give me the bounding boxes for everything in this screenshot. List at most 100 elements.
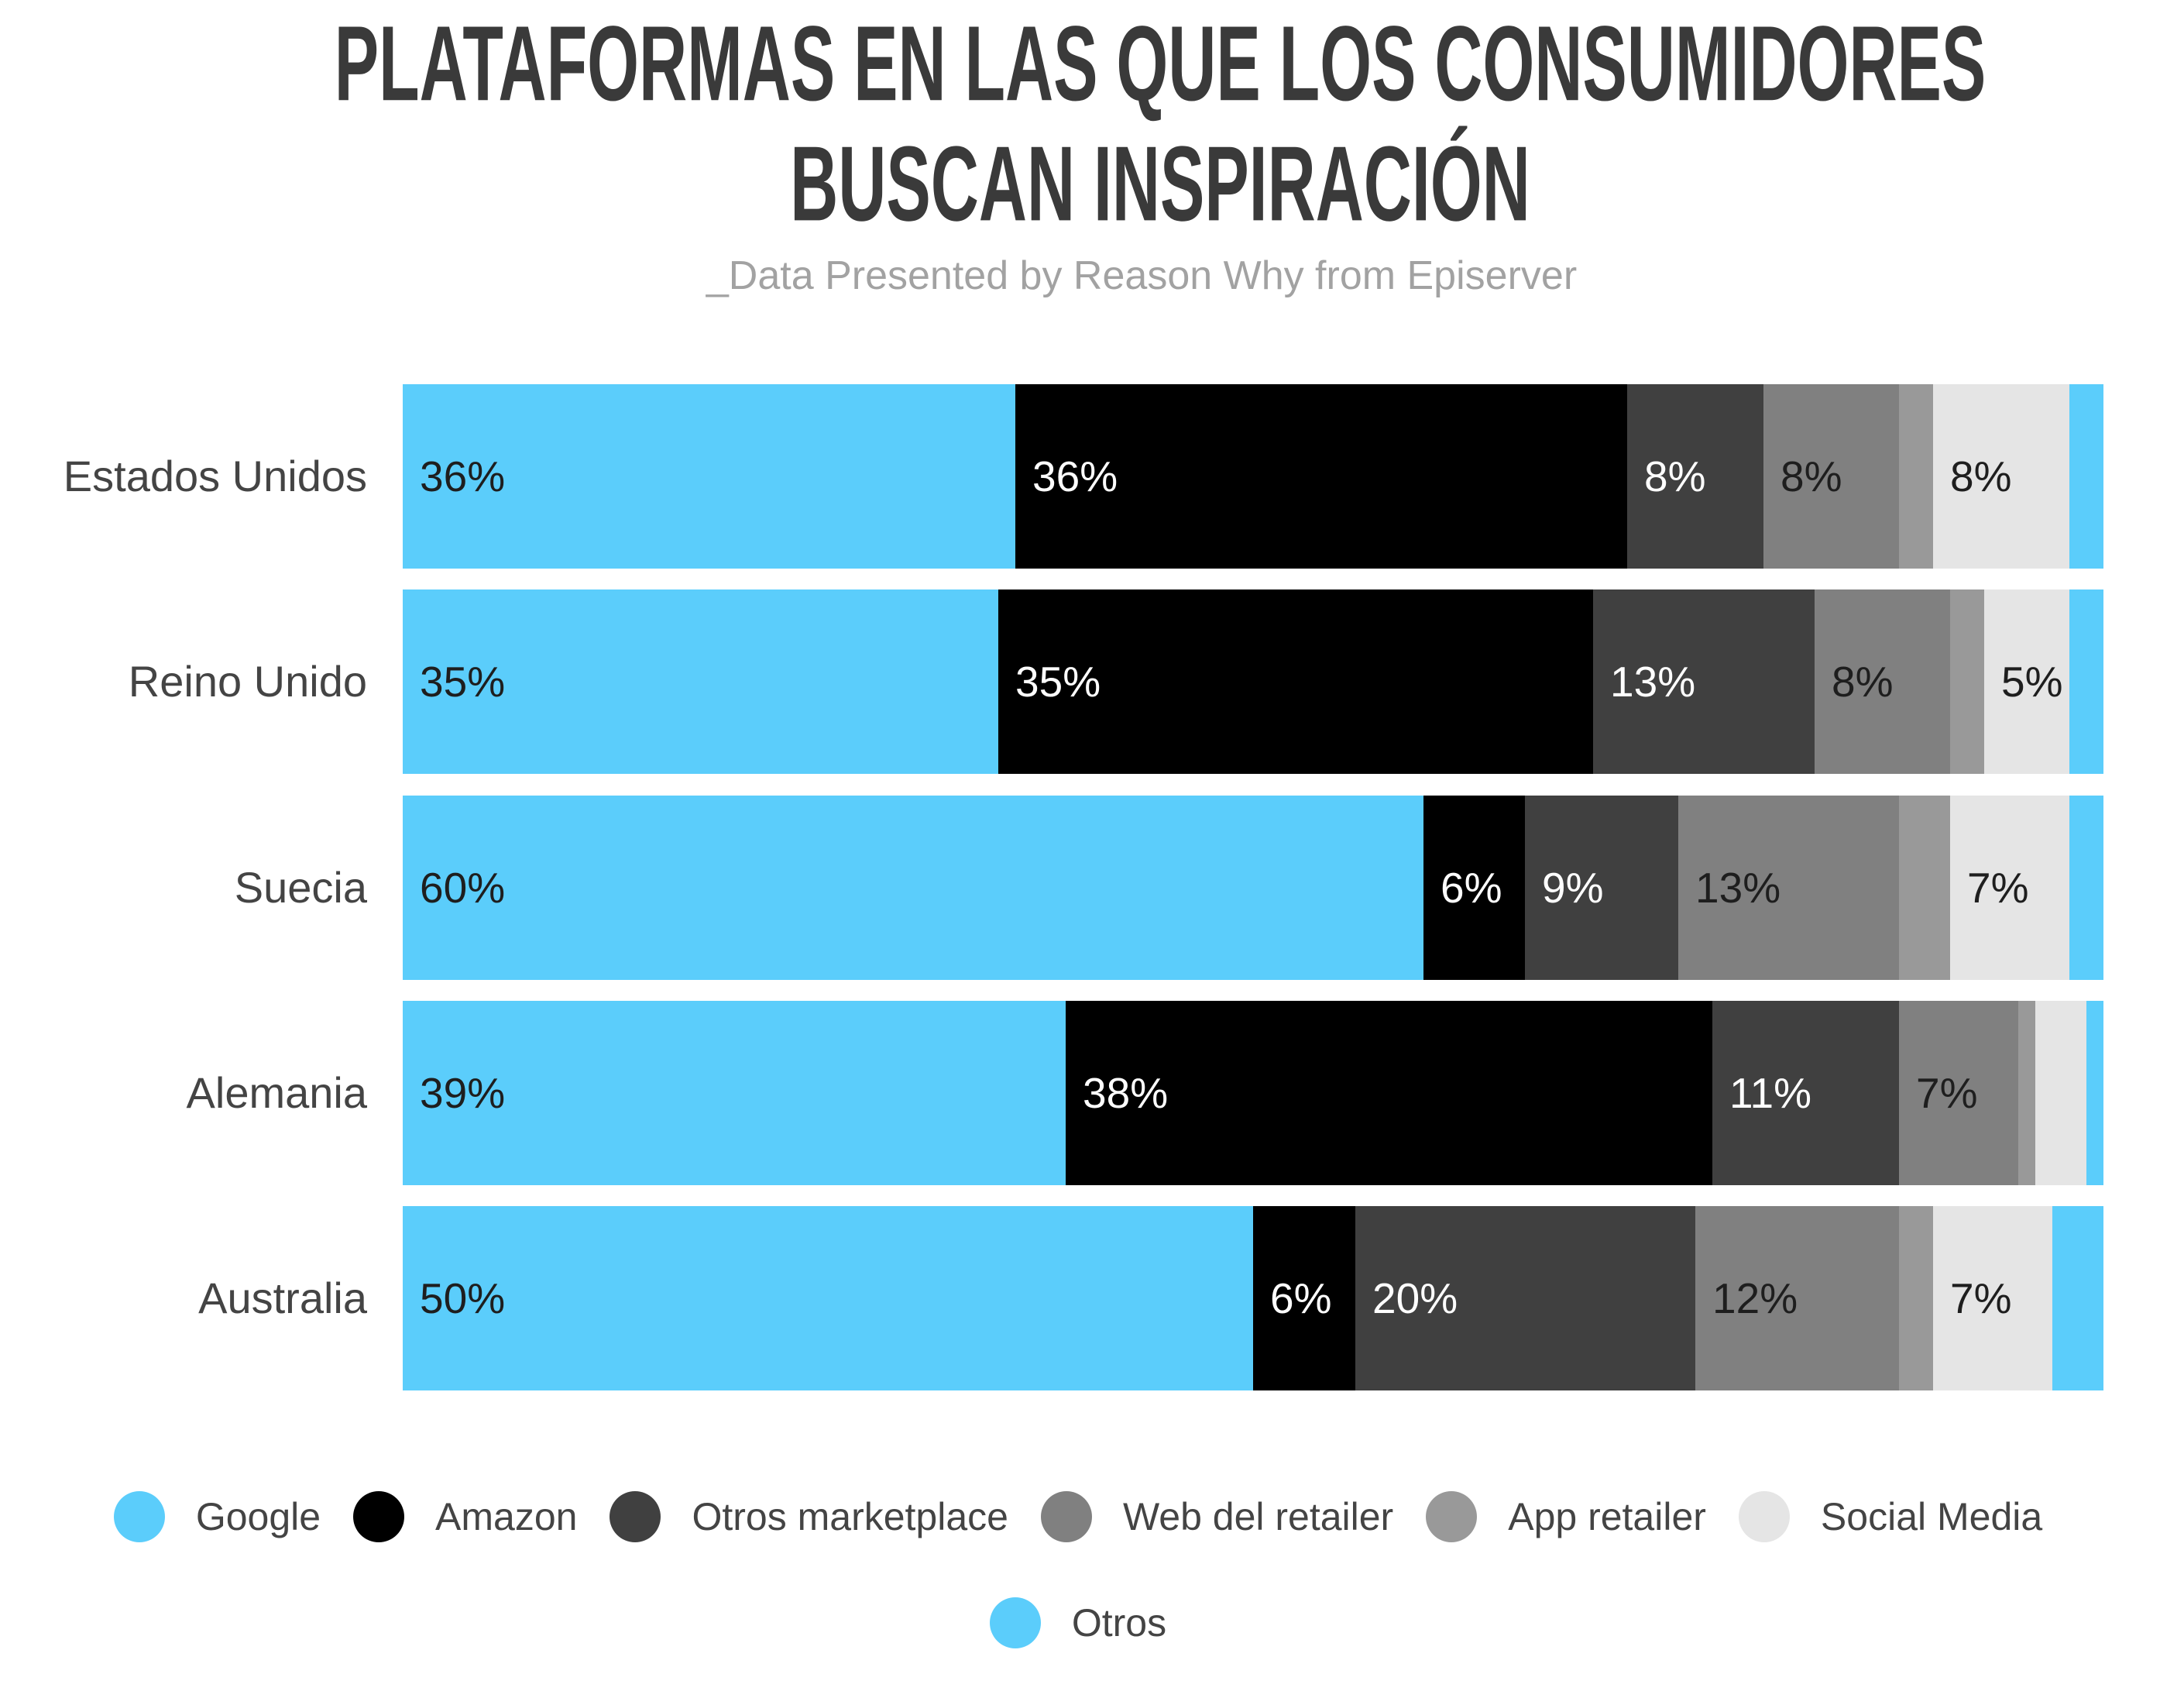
legend-item-amazon: Amazon (353, 1491, 577, 1542)
legend-label: App retailer (1508, 1495, 1706, 1538)
bar-segment-app-retailer (1899, 384, 1933, 569)
data-label: 13% (1695, 796, 1781, 980)
bar-segment-google: 60% (403, 796, 1423, 980)
bar-segment-otros (2069, 384, 2103, 569)
data-label-suffix: % (1293, 1274, 1332, 1322)
legend-label: Web del retailer (1122, 1495, 1394, 1538)
legend-label: Social Media (1820, 1495, 2043, 1538)
bar-segment-app-retailer (1899, 1206, 1933, 1390)
bar-row: 60% 6% 9% 13% 7% (403, 796, 2103, 980)
bar-segment-otros (2086, 1001, 2103, 1185)
bar-segment-otros (2069, 796, 2103, 980)
data-label-suffix: % (1939, 1069, 1978, 1117)
data-label: 60% (420, 796, 505, 980)
data-label-suffix: % (1657, 658, 1696, 706)
data-label-suffix: % (467, 1069, 506, 1117)
data-label-value: 36 (1032, 452, 1080, 500)
data-label-value: 9 (1542, 864, 1566, 912)
category-label: Estados Unidos (63, 452, 367, 500)
data-label-value: 38 (1083, 1069, 1131, 1117)
data-label-value: 5 (2001, 658, 2025, 706)
legend-item-web-del-retailer: Web del retailer (1040, 1491, 1394, 1542)
data-label: 20% (1372, 1206, 1458, 1390)
data-label-suffix: % (1565, 864, 1604, 912)
bar-segment-app-retailer (2018, 1001, 2035, 1185)
data-label: 6% (1441, 796, 1502, 980)
data-label-suffix: % (1667, 452, 1706, 500)
data-label: 5% (2001, 589, 2063, 774)
data-label-value: 36 (420, 452, 468, 500)
data-label-suffix: % (1973, 452, 2012, 500)
data-label-value: 8 (1832, 658, 1856, 706)
data-label-value: 39 (420, 1069, 468, 1117)
data-label: 35% (1015, 589, 1101, 774)
legend-item-otros: Otros (989, 1597, 1166, 1648)
data-label-value: 13 (1695, 864, 1743, 912)
legend-item-google: Google (113, 1491, 321, 1542)
data-label-value: 35 (420, 658, 468, 706)
data-label-suffix: % (1804, 452, 1842, 500)
data-label-suffix: % (1760, 1274, 1798, 1322)
data-label-suffix: % (1063, 658, 1101, 706)
bar-segment-web-del-retailer: 13% (1678, 796, 1899, 980)
bar-segment-web-del-retailer: 7% (1899, 1001, 2018, 1185)
legend-item-app-retailer: App retailer (1426, 1491, 1706, 1542)
data-label-value: 60 (420, 864, 468, 912)
legend-marker (610, 1491, 661, 1542)
legend-label: Otros marketplace (692, 1495, 1008, 1538)
data-label-value: 7 (1967, 864, 1991, 912)
data-label-suffix: % (2024, 658, 2063, 706)
legend-row: Otros (0, 1592, 2156, 1654)
data-label: 6% (1270, 1206, 1332, 1390)
bar-segment-otros (2052, 1206, 2103, 1390)
data-label: 39% (420, 1001, 505, 1185)
data-label-suffix: % (467, 1274, 506, 1322)
data-label-value: 11 (1729, 1069, 1774, 1117)
bar-segment-web-del-retailer: 8% (1815, 589, 1950, 774)
data-label-suffix: % (1130, 1069, 1169, 1117)
data-label: 12% (1712, 1206, 1798, 1390)
bar-segment-web-del-retailer: 8% (1763, 384, 1899, 569)
legend-label: Amazon (435, 1495, 578, 1538)
legend-marker (353, 1491, 405, 1542)
category-label: Australia (198, 1274, 367, 1322)
bar-segment-web-del-retailer: 12% (1695, 1206, 1899, 1390)
bar-segment-otros-marketplace: 8% (1627, 384, 1763, 569)
bar-segment-otros-marketplace: 9% (1525, 796, 1678, 980)
bar-row: 35% 35% 13% 8% 5% (403, 589, 2103, 774)
data-label-value: 50 (420, 1274, 468, 1322)
bar-row: 39% 38% 11% 7% (403, 1001, 2103, 1185)
data-label: 35% (420, 589, 505, 774)
bar-segment-amazon: 6% (1423, 796, 1525, 980)
data-label-suffix: % (467, 452, 506, 500)
bar-segment-social-media: 8% (1933, 384, 2069, 569)
data-label: 36% (1032, 384, 1118, 569)
bar-row: 36% 36% 8% 8% 8% (403, 384, 2103, 569)
data-label: 7% (1916, 1001, 1978, 1185)
data-label: 8% (1950, 384, 2012, 569)
bar-segment-social-media (2035, 1001, 2086, 1185)
bar-segment-social-media: 7% (1933, 1206, 2052, 1390)
data-label-value: 7 (1950, 1274, 1974, 1322)
chart-subtitle: _Data Presented by Reason Why from Epise… (706, 253, 1578, 298)
data-label-suffix: % (1774, 1069, 1812, 1117)
chart-title: PLATAFORMAS EN LAS QUE LOS CONSUMIDORES … (334, 5, 1987, 244)
data-label: 38% (1083, 1001, 1168, 1185)
data-label-suffix: % (1990, 864, 2029, 912)
legend: Google Amazon Otros marketplace Web del ret… (0, 1486, 2156, 1698)
bar-segment-otros (2069, 589, 2103, 774)
bar-segment-otros-marketplace: 11% (1712, 1001, 1899, 1185)
legend-item-otros-marketplace: Otros marketplace (610, 1491, 1008, 1542)
bar-segment-social-media: 5% (1984, 589, 2069, 774)
data-label: 36% (420, 384, 505, 569)
legend-item-social-media: Social Media (1738, 1491, 2043, 1542)
bar-segment-amazon: 6% (1253, 1206, 1355, 1390)
bar-segment-amazon: 35% (998, 589, 1593, 774)
bar-row: 50% 6% 20% 12% 7% (403, 1206, 2103, 1390)
data-label-value: 13 (1610, 658, 1658, 706)
data-label-suffix: % (1855, 658, 1894, 706)
data-label: 11% (1729, 1001, 1811, 1185)
legend-marker (113, 1491, 165, 1542)
data-label: 9% (1542, 796, 1604, 980)
data-label: 50% (420, 1206, 505, 1390)
